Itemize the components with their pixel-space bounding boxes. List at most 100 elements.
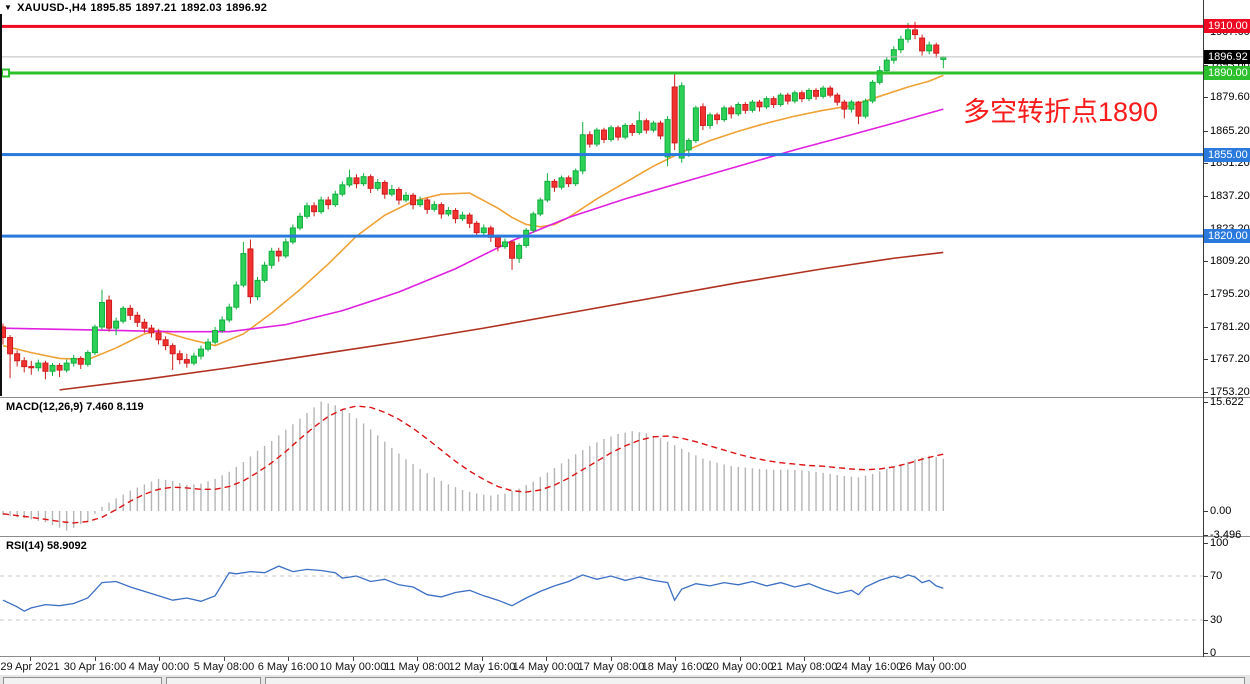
candle-body <box>77 357 84 365</box>
ma-fast <box>2 74 944 361</box>
price-badge-support-1: 1855.00 <box>1204 148 1250 162</box>
time-axis-tick <box>869 657 870 661</box>
candle-body <box>49 364 56 372</box>
time-axis-tick <box>353 657 354 661</box>
candle-body <box>56 364 63 371</box>
candle-body <box>742 103 749 111</box>
hline-support-2[interactable] <box>0 234 1203 238</box>
candle-body <box>869 81 876 102</box>
candle-body <box>707 114 713 126</box>
time-axis-tick <box>224 657 225 661</box>
hline-resistance[interactable] <box>0 24 1203 28</box>
candle-body <box>120 307 127 322</box>
candle-body <box>141 321 148 329</box>
candle-body <box>353 177 360 185</box>
symbol-period-label: XAUUSD-,H4 <box>17 2 87 14</box>
pane-separator[interactable] <box>0 397 1250 398</box>
hline-current-bid[interactable] <box>0 56 1203 58</box>
price-axis-label: 1767.20 <box>1210 353 1250 365</box>
status-panel <box>3 677 162 684</box>
candle-body <box>21 360 28 368</box>
candle-body <box>197 348 204 357</box>
axis-tick <box>1203 65 1208 66</box>
macd-signal-line <box>2 405 944 524</box>
macd-pane-canvas[interactable] <box>0 398 1250 536</box>
candle-body <box>827 87 834 96</box>
time-axis-tick <box>804 657 805 661</box>
hline-support-1[interactable] <box>0 153 1203 157</box>
candle-body <box>678 85 685 159</box>
ohlc-high: 1897.21 <box>135 2 177 14</box>
candle-body <box>91 326 98 354</box>
time-axis[interactable]: 29 Apr 2021 30 Apr 16:00 4 May 00:00 5 May … <box>0 657 1250 674</box>
candle-body <box>84 352 91 365</box>
axis-tick <box>1203 359 1208 360</box>
candle-body <box>629 124 636 133</box>
symbol-dropdown-icon[interactable]: ▼ <box>4 3 13 12</box>
pane-separator[interactable] <box>0 536 1250 537</box>
price-axis-label: 1837.20 <box>1210 190 1250 202</box>
candle-body <box>70 357 77 364</box>
time-axis-label: 6 May 16:00 <box>257 661 319 673</box>
candle-body <box>685 140 692 151</box>
candle-body <box>784 94 791 102</box>
candle-body <box>155 332 162 341</box>
chart-left-frame <box>0 14 2 396</box>
time-axis-label: 14 May 00:00 <box>512 661 580 673</box>
candle-body <box>360 176 367 185</box>
candle-body <box>190 355 197 364</box>
rsi-indicator-pane[interactable] <box>0 537 1250 656</box>
time-axis-tick <box>933 657 934 661</box>
price-badge-pivot: 1890.00 <box>1204 66 1250 80</box>
status-panel <box>166 677 261 684</box>
time-axis-label: 20 May 00:00 <box>706 661 774 673</box>
candle-body <box>261 264 268 281</box>
axis-tick <box>1203 327 1208 328</box>
rsi-label: RSI(14) 58.9092 <box>6 540 87 552</box>
candle-body <box>240 253 247 286</box>
candle-body <box>417 199 424 206</box>
main-pane-canvas[interactable] <box>0 0 1250 397</box>
time-axis-tick <box>740 657 741 661</box>
axis-tick <box>1203 294 1208 295</box>
candle-body <box>615 127 622 138</box>
time-axis-label: 10 May 00:00 <box>319 661 387 673</box>
rsi-line <box>2 565 944 612</box>
macd-indicator-pane[interactable] <box>0 398 1250 536</box>
candle-body <box>544 180 551 201</box>
candle-body <box>714 114 721 121</box>
candle-body <box>395 189 402 201</box>
hline-handle[interactable] <box>1 68 10 78</box>
candle-body <box>897 38 904 51</box>
candle-body <box>106 299 113 329</box>
candle-body <box>699 106 706 126</box>
candle-body <box>282 241 289 257</box>
status-bar <box>0 674 1250 684</box>
candle-body <box>876 70 883 83</box>
candle-body <box>134 314 141 323</box>
axis-tick <box>1203 163 1208 164</box>
hline-pivot[interactable] <box>0 71 1203 75</box>
candle-body <box>551 180 558 188</box>
candle-body <box>509 241 516 259</box>
candle-body <box>35 362 42 369</box>
candle-body <box>176 353 183 361</box>
time-axis-label: 4 May 00:00 <box>128 661 190 673</box>
candle-body <box>919 37 926 52</box>
chart-annotation-text[interactable]: 多空转折点1890 <box>963 97 1159 127</box>
time-axis-label: 17 May 08:00 <box>577 661 645 673</box>
price-axis-label: 1879.60 <box>1210 91 1250 103</box>
price-axis-separator <box>1203 0 1204 657</box>
candle-body <box>883 59 890 72</box>
time-axis-tick <box>288 657 289 661</box>
rsi-pane-canvas[interactable] <box>0 537 1250 656</box>
candle-body <box>777 94 784 105</box>
candle-body <box>593 129 600 145</box>
candle-body <box>848 101 855 110</box>
main-chart-pane[interactable] <box>0 0 1250 397</box>
ohlc-low: 1892.03 <box>180 2 222 14</box>
price-badge-current-bid: 1896.92 <box>1204 50 1250 64</box>
time-axis-label: 21 May 08:00 <box>770 661 838 673</box>
candle-body <box>530 213 537 231</box>
candle-body <box>516 244 523 259</box>
